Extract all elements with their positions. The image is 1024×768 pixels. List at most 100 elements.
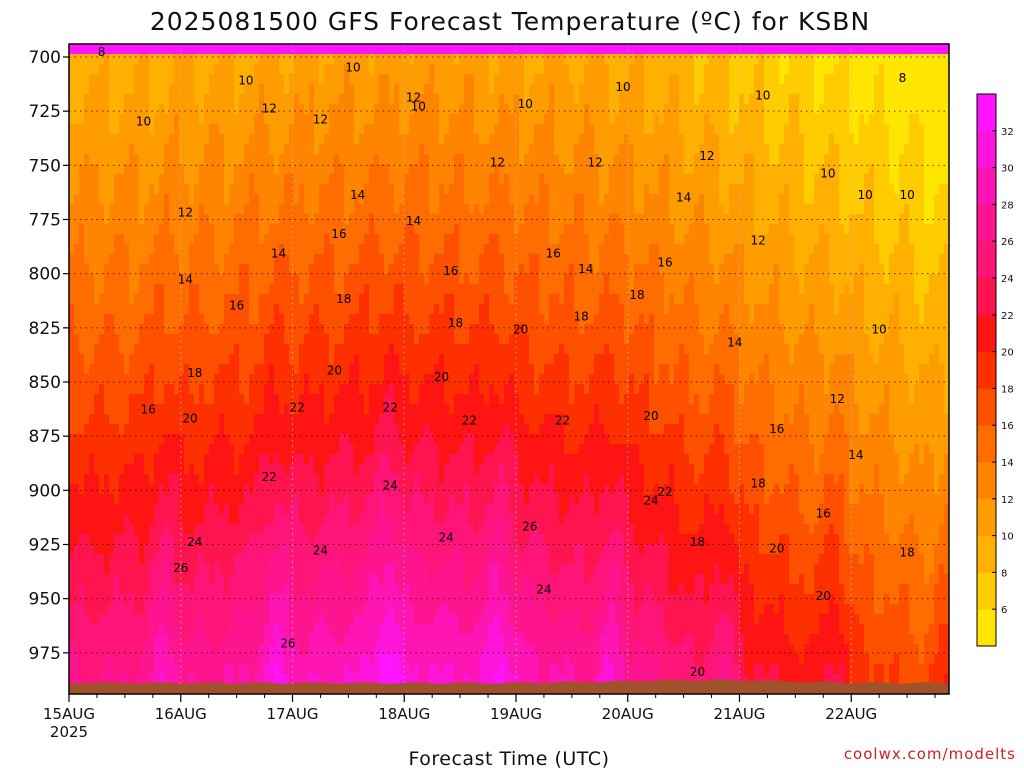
- temperature-cell: [254, 534, 260, 615]
- temperature-cell: [364, 184, 370, 235]
- temperature-cell: [659, 604, 665, 694]
- temperature-cell: [809, 54, 815, 205]
- temperature-cell: [849, 294, 855, 355]
- temperature-cell: [894, 544, 900, 605]
- temperature-cell: [694, 574, 700, 665]
- temperature-cell: [474, 134, 480, 205]
- temperature-cell: [509, 334, 515, 375]
- temperature-cell: [734, 504, 740, 545]
- temperature-cell: [849, 54, 855, 135]
- temperature-cell: [869, 44, 875, 55]
- temperature-cell: [894, 44, 900, 55]
- temperature-cell: [429, 374, 435, 435]
- temperature-cell: [369, 454, 375, 495]
- temperature-cell: [144, 544, 150, 595]
- temperature-cell: [504, 54, 510, 105]
- temperature-cell: [154, 114, 160, 195]
- temperature-cell: [819, 164, 825, 225]
- temperature-cell: [324, 564, 330, 625]
- temperature-cell: [569, 454, 575, 495]
- temperature-cell: [869, 414, 875, 495]
- temperature-cell: [329, 494, 335, 575]
- temperature-cell: [374, 474, 380, 525]
- temperature-cell: [929, 664, 935, 694]
- temperature-cell: [649, 494, 655, 545]
- temperature-cell: [779, 44, 785, 55]
- temperature-cell: [79, 44, 85, 55]
- temperature-cell: [219, 274, 225, 325]
- temperature-cell: [694, 44, 700, 55]
- temperature-cell: [504, 384, 510, 425]
- temperature-cell: [304, 594, 310, 655]
- temperature-cell: [944, 244, 949, 415]
- temperature-cell: [244, 44, 250, 55]
- temperature-cell: [559, 234, 565, 305]
- contour-label: 14: [271, 247, 286, 261]
- temperature-cell: [784, 534, 790, 635]
- temperature-cell: [439, 484, 445, 525]
- y-tick-label: 775: [29, 211, 61, 231]
- temperature-cell: [744, 564, 750, 675]
- temperature-cell: [389, 54, 395, 105]
- temperature-cell: [784, 124, 790, 185]
- temperature-cell: [244, 664, 250, 694]
- temperature-cell: [449, 294, 455, 415]
- temperature-cell: [529, 644, 535, 694]
- temperature-cell: [364, 554, 370, 605]
- temperature-cell: [944, 624, 949, 675]
- temperature-cell: [294, 494, 300, 605]
- temperature-cell: [214, 44, 220, 55]
- temperature-cell: [354, 194, 360, 265]
- temperature-cell: [129, 354, 135, 395]
- temperature-cell: [594, 154, 600, 275]
- temperature-cell: [454, 44, 460, 55]
- temperature-cell: [614, 294, 620, 385]
- temperature-cell: [839, 354, 845, 415]
- temperature-cell: [424, 44, 430, 55]
- temperature-cell: [784, 54, 790, 75]
- temperature-cell: [389, 44, 395, 55]
- temperature-cell: [499, 184, 505, 255]
- temperature-cell: [444, 294, 450, 405]
- temperature-cell: [624, 394, 630, 445]
- temperature-cell: [209, 404, 215, 445]
- temperature-cell: [654, 44, 660, 55]
- temperature-cell: [469, 434, 475, 525]
- temperature-cell: [779, 54, 785, 85]
- temperature-cell: [739, 404, 745, 445]
- temperature-cell: [569, 224, 575, 265]
- temperature-cell: [434, 304, 440, 365]
- temperature-cell: [484, 644, 490, 685]
- temperature-cell: [349, 524, 355, 585]
- temperature-cell: [204, 94, 210, 145]
- temperature-cell: [579, 44, 585, 55]
- temperature-cell: [329, 454, 335, 495]
- temperature-cell: [424, 54, 430, 85]
- temperature-cell: [854, 404, 860, 505]
- temperature-cell: [519, 634, 525, 685]
- temperature-cell: [879, 44, 885, 55]
- temperature-cell: [859, 564, 865, 625]
- credit-link[interactable]: coolwx.com/modelts: [844, 745, 1016, 763]
- temperature-cell: [484, 454, 490, 505]
- temperature-cell: [834, 44, 840, 55]
- temperature-cell: [519, 594, 525, 635]
- temperature-cell: [889, 254, 895, 315]
- temperature-cell: [464, 74, 470, 205]
- temperature-cell: [114, 44, 120, 55]
- temperature-cell: [289, 634, 295, 694]
- temperature-cell: [754, 44, 760, 55]
- temperature-cell: [469, 634, 475, 685]
- temperature-cell: [119, 54, 125, 115]
- temperature-cell: [239, 454, 245, 505]
- temperature-cell: [939, 524, 945, 565]
- temperature-cell: [89, 54, 95, 75]
- colorbar-label: 32: [1001, 127, 1014, 138]
- temperature-cell: [169, 594, 175, 655]
- temperature-cell: [409, 164, 415, 225]
- temperature-cell: [419, 144, 425, 275]
- temperature-cell: [674, 304, 680, 365]
- temperature-cell: [674, 364, 680, 425]
- temperature-cell: [399, 494, 405, 545]
- temperature-cell: [284, 54, 290, 95]
